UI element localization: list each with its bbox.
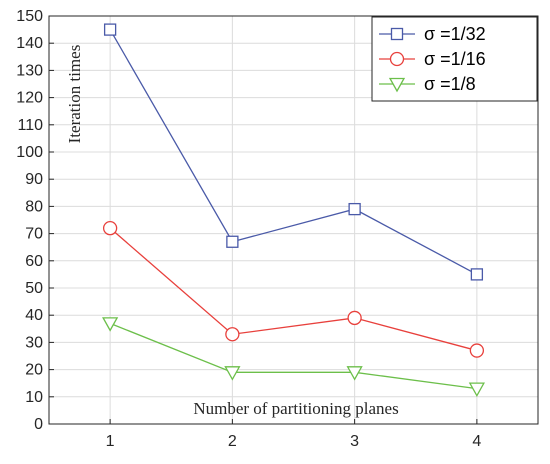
- y-tick-label: 110: [17, 117, 43, 134]
- y-tick-label: 30: [25, 334, 43, 351]
- data-point: [102, 317, 119, 332]
- data-point: [224, 366, 241, 381]
- legend-entry: σ =1/8: [379, 74, 476, 94]
- series-group: [102, 23, 485, 397]
- data-point: [348, 202, 361, 216]
- y-tick-label: 150: [16, 8, 43, 25]
- legend-label: σ =1/16: [424, 49, 486, 69]
- series-line: [109, 227, 478, 352]
- x-axis-ticks: 1 2 3 4: [106, 419, 481, 450]
- data-point: [103, 23, 117, 36]
- y-tick-label: 90: [25, 171, 43, 188]
- series-1: [103, 23, 484, 281]
- data-point: [347, 310, 362, 326]
- legend-marker: [388, 77, 406, 93]
- y-tick-label: 60: [25, 253, 43, 270]
- plot-frame: [48, 15, 539, 425]
- legend: σ =1/32 σ =1/16 σ =1/8: [371, 16, 538, 102]
- data-point: [225, 327, 240, 342]
- x-tick-label: 4: [472, 433, 481, 450]
- y-axis-ticks: 0 10 20 30 40 50 60 70 80 90 100 110 120 130 140 150: [16, 8, 54, 433]
- x-tick-label: 3: [350, 433, 359, 450]
- data-point: [470, 268, 484, 281]
- data-point: [468, 382, 485, 397]
- data-point: [346, 366, 363, 381]
- y-tick-label: 40: [25, 307, 43, 324]
- data-point: [102, 221, 118, 236]
- y-tick-label: 10: [25, 389, 43, 406]
- legend-marker: [390, 27, 404, 41]
- y-tick-label: 80: [25, 198, 43, 215]
- y-tick-label: 0: [34, 416, 43, 433]
- legend-entry: σ =1/32: [379, 24, 486, 44]
- y-tick-label: 20: [25, 362, 43, 379]
- legend-marker: [389, 51, 405, 67]
- y-tick-label: 100: [16, 144, 43, 161]
- legend-label: σ =1/32: [424, 24, 486, 44]
- y-tick-label: 70: [25, 226, 43, 243]
- y-tick-label: 120: [16, 90, 43, 107]
- y-axis-label: Iteration times: [65, 45, 84, 144]
- data-point: [226, 235, 239, 248]
- series-line: [109, 29, 478, 275]
- series-line: [109, 322, 477, 390]
- y-tick-label: 130: [16, 62, 43, 79]
- legend-entry: σ =1/16: [379, 49, 486, 69]
- x-axis-label: Number of partitioning planes: [193, 399, 398, 418]
- data-point: [469, 343, 485, 358]
- y-tick-label: 140: [16, 35, 43, 52]
- x-tick-label: 2: [228, 433, 237, 450]
- x-tick-label: 1: [106, 433, 115, 450]
- y-tick-label: 50: [25, 280, 43, 297]
- series-3: [102, 317, 485, 397]
- series-2: [102, 221, 485, 358]
- legend-label: σ =1/8: [424, 74, 476, 94]
